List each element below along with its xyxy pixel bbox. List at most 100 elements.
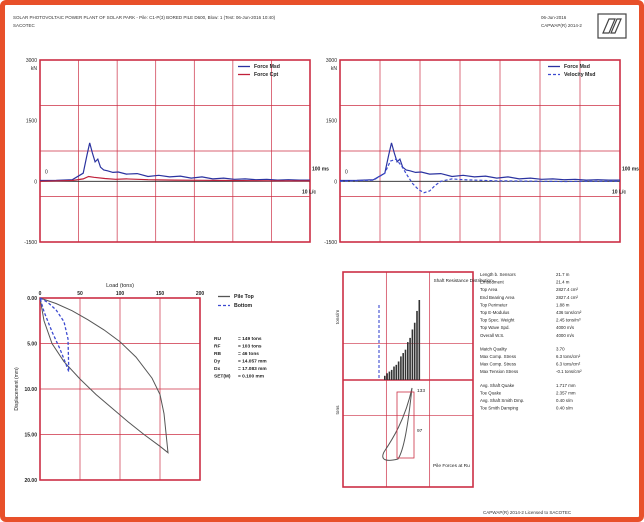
resistance-bar xyxy=(418,300,421,380)
resistance-bar xyxy=(388,371,391,380)
parameter-value: 2.45 tons/m³ xyxy=(556,318,581,323)
y-tick-label: -1500 xyxy=(324,240,337,246)
force-annotation-bottom: 97 xyxy=(417,428,423,434)
resistance-bar xyxy=(407,342,409,380)
y-axis-title: Displacement (mm) xyxy=(14,367,20,411)
resistance-bar xyxy=(400,356,402,380)
resistance-bar xyxy=(402,353,404,380)
parameter-label: Match Quality xyxy=(480,346,508,351)
parameter-label: Top Perimeter xyxy=(480,302,508,307)
legend-entry-0: Force Msd xyxy=(564,64,590,70)
result-value: = 14.057 mm xyxy=(238,359,267,365)
report-date: 06-Jun-2016 xyxy=(541,15,567,20)
parameter-label: Top Wave Spd. xyxy=(480,325,510,330)
y-tick-label: -1500 xyxy=(24,240,37,246)
load-displacement-grid xyxy=(39,297,201,481)
legend-entry-1: Bottom xyxy=(234,303,253,309)
parameter-value: 6.3 tons/cm² xyxy=(556,354,581,359)
y-tick-label: 20.00 xyxy=(24,478,37,484)
resistance-bar xyxy=(409,337,411,380)
result-label: Dx xyxy=(214,366,220,372)
time-scale-label: 100 ms xyxy=(312,166,329,172)
y-tick-label: 1500 xyxy=(326,119,337,125)
parameter-value: 21.7 m xyxy=(556,272,570,277)
result-value: = 46 tons xyxy=(238,351,259,357)
parameter-label: End Bearing Area xyxy=(480,295,515,300)
parameter-value: 0.40 s/m xyxy=(556,406,573,411)
length-scale-label: 10 L/c xyxy=(302,189,316,195)
time-scale-label: 100 ms xyxy=(622,166,639,172)
parameter-value: 21.4 m xyxy=(556,280,570,285)
result-label: RF xyxy=(214,344,220,350)
impact-marker-label: 0 xyxy=(45,169,48,175)
parameter-value: 4000 m/s xyxy=(556,325,575,330)
report-subtitle: SACOTEC xyxy=(13,23,35,28)
parameter-label: Top Area xyxy=(480,287,498,292)
resistance-bar xyxy=(386,373,388,380)
parameter-value: 1.88 m xyxy=(556,302,570,307)
parameter-label: Max Comp. Stress xyxy=(480,354,517,359)
parameter-label: Avg. Shaft Quake xyxy=(480,383,515,388)
parameter-value: 1.717 mm xyxy=(556,383,576,388)
resistance-bar xyxy=(404,349,407,380)
legend-entry-1: Force Cpt xyxy=(254,72,278,78)
series-line-force-cpt xyxy=(39,175,310,182)
series-line-pile-top xyxy=(39,297,169,454)
chart-title: Shaft Resistance Distribution xyxy=(434,278,493,283)
x-tick-label: 200 xyxy=(196,291,205,297)
parameter-label: Overall W.S. xyxy=(480,333,504,338)
series-line-velocity-msd xyxy=(339,158,620,194)
y-tick-label: 3000 xyxy=(26,58,37,64)
parameter-label: Embedment xyxy=(480,280,504,285)
parameter-value: 0.40 s/m xyxy=(556,398,573,403)
y-axis-label-lower: tons xyxy=(335,405,341,415)
y-axis-label: kN xyxy=(31,66,38,72)
legend-entry-0: Pile Top xyxy=(234,294,254,300)
parameter-label: Top Spec. Weight xyxy=(480,318,515,323)
y-tick-label: 1500 xyxy=(26,119,37,125)
x-tick-label: 50 xyxy=(77,291,83,297)
resistance-bar xyxy=(384,375,386,380)
y-tick-label: 0 xyxy=(334,179,337,185)
force-annotation-top: 133 xyxy=(417,388,425,394)
resistance-bar xyxy=(390,369,393,380)
result-label: RB xyxy=(214,351,221,357)
parameter-value: 436 tons/cm² xyxy=(556,310,582,315)
parameter-value: 2827.4 cm² xyxy=(556,287,579,292)
x-axis-title: Load (tons) xyxy=(106,283,134,289)
legend-entry-1: Velocity Msd xyxy=(564,72,595,78)
impact-marker-label: 0 xyxy=(345,169,348,175)
resistance-bar xyxy=(416,310,418,380)
result-label: SET(M) xyxy=(214,374,231,380)
parameter-value: 3.70 xyxy=(556,346,565,351)
trace-plot-grid-1 xyxy=(39,59,311,243)
pile-force-box xyxy=(396,391,415,459)
y-tick-label: 15.00 xyxy=(24,433,37,439)
resistance-bar xyxy=(395,364,398,380)
parameter-value: -0.1 tons/cm² xyxy=(556,369,582,374)
x-tick-label: 0 xyxy=(39,291,42,297)
x-tick-label: 150 xyxy=(156,291,165,297)
resistance-bar xyxy=(411,329,414,380)
result-value: = 0.100 mm xyxy=(238,374,264,380)
result-label: Dy xyxy=(214,359,220,365)
result-label: RU xyxy=(214,336,221,342)
parameter-label: Top E-Modulus xyxy=(480,310,510,315)
result-value: = 17.083 mm xyxy=(238,366,267,372)
legend-entry-0: Force Msd xyxy=(254,64,280,70)
resistance-bar xyxy=(397,361,400,380)
x-tick-label: 100 xyxy=(116,291,125,297)
software-version: CAPWAP(R) 2014-2 xyxy=(541,23,582,28)
parameter-value: 4000 m/s xyxy=(556,333,575,338)
resistance-bar xyxy=(413,322,416,380)
y-tick-label: 5.00 xyxy=(27,342,37,348)
parameter-value: 2827.4 cm² xyxy=(556,295,579,300)
result-value: = 103 tons xyxy=(238,344,262,350)
series-line-force-msd xyxy=(339,142,620,182)
series-line-bottom xyxy=(39,297,70,372)
parameter-label: Avg. Shaft Smith Dmp. xyxy=(480,398,524,403)
parameter-label: Length b. Sensors xyxy=(480,272,516,277)
report-title: SOLAR PHOTOVOLTAIC POWER PLANT OF SOLAR … xyxy=(13,15,276,20)
